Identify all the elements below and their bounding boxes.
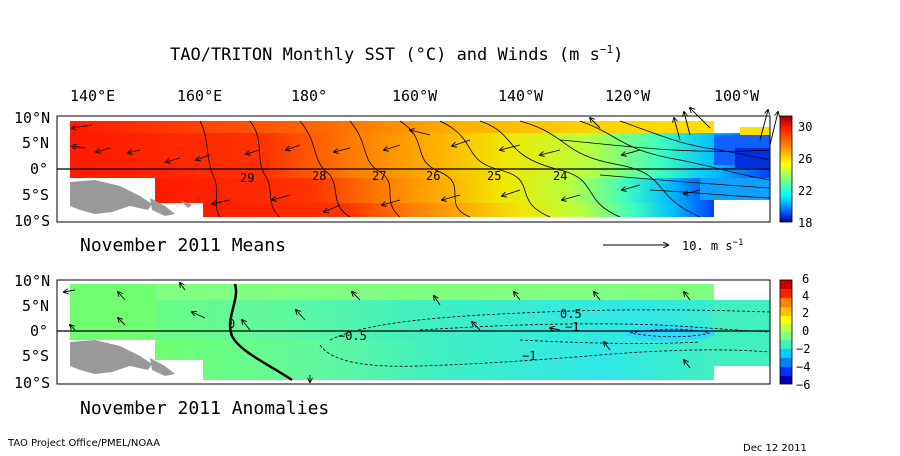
lat-label: 10°N (14, 272, 50, 290)
lon-label: 100°W (714, 87, 760, 105)
anomalies-panel: 0.5 −0.5 −1 −1 0 (14, 272, 810, 419)
sst-contours (199, 120, 771, 218)
lat-label: 5°N (22, 134, 49, 152)
colorbar-tick: 18 (798, 216, 812, 230)
lon-label: 180° (291, 87, 327, 105)
lat-label: 10°S (14, 374, 50, 392)
contour-label: 26 (426, 169, 440, 183)
contour-label: 25 (487, 169, 501, 183)
anomaly-contour-labels: 0.5 −0.5 −1 −1 0 (228, 307, 582, 363)
means-colorbar (779, 115, 793, 223)
lon-label: 120°W (605, 87, 651, 105)
lat-label: 5°S (22, 347, 49, 365)
means-colorbar-ticks: 30 26 22 18 (798, 120, 812, 230)
figure-title: TAO/TRITON Monthly SST (°C) and Winds (m… (170, 43, 623, 65)
zero-contour (228, 283, 293, 382)
contour-label: −1 (522, 349, 536, 363)
lon-label: 160°E (177, 87, 222, 105)
anomalies-lat-labels: 10°N 5°N 0° 5°S 10°S (14, 272, 50, 392)
means-lat-labels: 10°N 5°N 0° 5°S 10°S (14, 109, 50, 230)
contour-label: 27 (372, 169, 386, 183)
contour-label: 29 (240, 171, 254, 185)
longitude-axis-labels: 140°E 160°E 180° 160°W 140°W 120°W 100°W (70, 87, 760, 105)
colorbar-tick: 26 (798, 152, 812, 166)
wind-anomaly-vectors (64, 283, 691, 382)
lon-label: 140°E (70, 87, 115, 105)
lat-label: 5°N (22, 297, 49, 315)
contour-label: 28 (312, 169, 326, 183)
lat-label: 0° (30, 322, 48, 340)
anomalies-colorbar-ticks: 6 4 2 0 −2 −4 −6 (796, 272, 810, 392)
lat-label: 0° (30, 160, 48, 178)
anomaly-contours (319, 309, 771, 367)
colorbar-tick: 0 (802, 324, 809, 338)
wind-scale-label: 10. m s−1 (682, 238, 743, 253)
lat-label: 5°S (22, 186, 49, 204)
colorbar-tick: 30 (798, 120, 812, 134)
contour-label: −0.5 (338, 329, 367, 343)
contour-label: 0 (228, 317, 235, 331)
contour-label: 0.5 (560, 307, 582, 321)
anomalies-colorbar (779, 279, 793, 385)
lat-label: 10°N (14, 109, 50, 127)
contour-label: −1 (565, 320, 579, 334)
colorbar-tick: 6 (802, 272, 809, 286)
colorbar-tick: 22 (798, 184, 812, 198)
contour-label: 24 (553, 169, 567, 183)
colorbar-tick: 2 (802, 306, 809, 320)
colorbar-tick: −2 (796, 342, 810, 356)
lon-label: 140°W (498, 87, 544, 105)
sst-contour-labels: 29 28 27 26 25 24 (240, 169, 567, 185)
lon-label: 160°W (392, 87, 438, 105)
colorbar-tick: 4 (802, 289, 809, 303)
footer-credit: TAO Project Office/PMEL/NOAA (7, 438, 160, 449)
means-caption: November 2011 Means (80, 235, 286, 256)
colorbar-tick: −6 (796, 378, 810, 392)
lat-label: 10°S (14, 212, 50, 230)
colorbar-tick: −4 (796, 360, 810, 374)
means-panel: 29 28 27 26 25 24 (14, 108, 812, 256)
footer-date: Dec 12 2011 (743, 443, 807, 454)
wind-vectors (72, 108, 778, 212)
anomalies-caption: November 2011 Anomalies (80, 398, 329, 419)
